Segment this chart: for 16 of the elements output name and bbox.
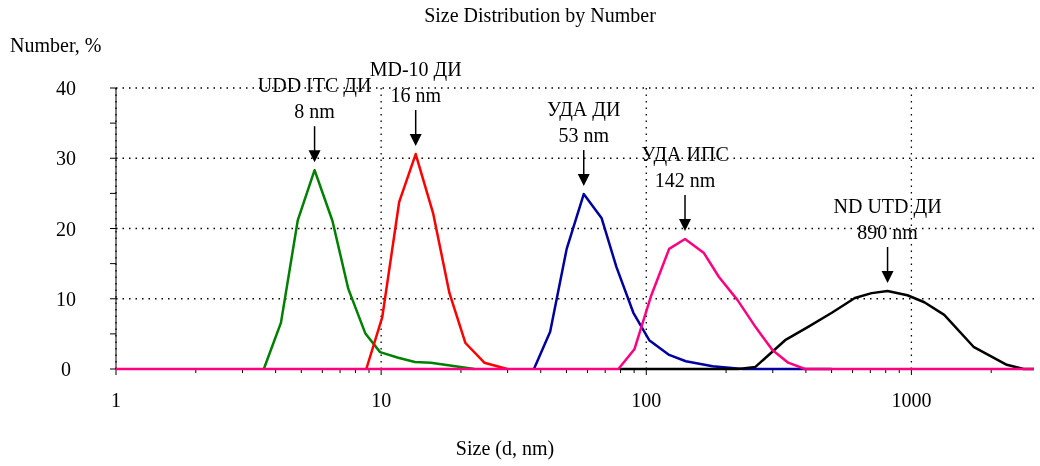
x-tick-label: 1000 <box>891 389 932 411</box>
x-tick-label: 10 <box>371 389 392 411</box>
y-tick-label: 0 <box>61 358 71 380</box>
y-tick-label: 10 <box>56 287 76 310</box>
x-axis-title: Size (d, nm) <box>455 437 555 460</box>
y-tick-label: 40 <box>56 77 76 99</box>
annotation: УДА ДИ 53 nm <box>547 98 621 147</box>
annotation: ND UTD ДИ 890 nm <box>833 195 942 244</box>
x-tick-label: 100 <box>631 389 662 411</box>
annotation: UDD ITC ДИ 8 nm <box>257 74 372 123</box>
x-tick-label: 1 <box>111 389 121 411</box>
annotation: УДА ИПС 142 nm <box>641 143 729 192</box>
chart-title: Size Distribution by Number <box>424 4 657 27</box>
y-axis-title: Number, % <box>10 34 102 56</box>
y-tick-label: 30 <box>56 147 76 170</box>
y-tick-label: 20 <box>56 217 76 240</box>
